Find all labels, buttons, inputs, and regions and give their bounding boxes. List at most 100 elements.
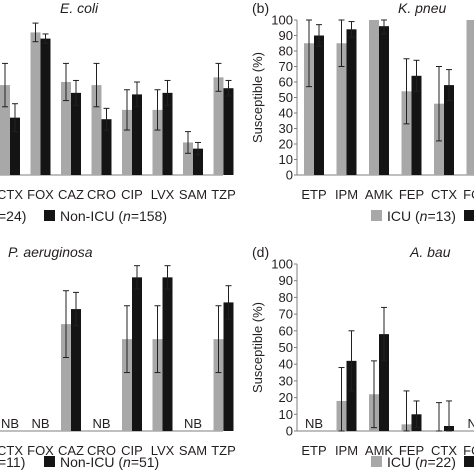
x-tick-label: CRO	[87, 443, 116, 458]
x-tick-label: CAZ	[58, 443, 84, 458]
bar-icu	[61, 82, 71, 175]
y-axis-label: Susceptible (%)	[250, 302, 265, 393]
bar-non-icu	[132, 277, 142, 431]
legend-non-icu-swatch	[464, 456, 474, 467]
nb-label: NB	[31, 416, 49, 431]
bar-icu	[183, 142, 193, 175]
y-tick-label: 40	[279, 357, 293, 372]
x-tick-label: FEP	[399, 187, 424, 202]
y-tick-label: 70	[279, 307, 293, 322]
y-tick-label: 30	[279, 121, 293, 136]
x-tick-label: TZP	[211, 187, 236, 202]
y-tick-label: 20	[279, 137, 293, 152]
y-tick-label: 0	[286, 424, 293, 439]
y-tick-label: 60	[279, 323, 293, 338]
y-tick-label: 30	[279, 373, 293, 388]
bar-non-icu	[132, 94, 142, 175]
y-tick-label: 80	[279, 44, 293, 59]
bar-icu	[369, 20, 379, 175]
y-axis-label: Susceptible (%)	[250, 52, 265, 143]
bar-icu	[213, 339, 224, 431]
legend-non-icu-swatch	[44, 456, 55, 467]
bar-icu	[152, 109, 163, 175]
x-tick-label: SAM	[179, 187, 207, 202]
legend-icu-swatch	[371, 456, 382, 467]
chart-title: P. aeruginosa	[8, 244, 93, 260]
x-tick-label: CTX	[0, 187, 23, 202]
x-tick-label: CTX	[0, 443, 23, 458]
x-tick-label: FOX	[463, 187, 474, 202]
chart-title: A. bau	[409, 244, 451, 260]
legend-icu-label: ICU (n=13)	[387, 208, 456, 224]
chart-title: K. pneu	[398, 0, 446, 16]
x-tick-label: CTX	[431, 443, 457, 458]
x-tick-label: SAM	[179, 443, 207, 458]
bar-non-icu	[10, 117, 20, 175]
bar-non-icu	[411, 75, 422, 175]
panel-label: (d)	[252, 244, 269, 260]
x-tick-label: CAZ	[58, 187, 84, 202]
panel-1: E. coli CTX FOX CAZ CRO CIP LVX SAM TZP =24) Non-I…	[0, 0, 236, 224]
bar-icu	[91, 85, 102, 175]
x-tick-label: ETP	[301, 443, 326, 458]
x-tick-label: IPM	[335, 187, 358, 202]
x-tick-label: CTX	[431, 187, 457, 202]
panel-label: (b)	[252, 0, 269, 16]
y-tick-label: 50	[279, 340, 293, 355]
bar-non-icu	[71, 309, 81, 431]
y-tick-label: 10	[279, 152, 293, 167]
x-tick-label: IPM	[335, 443, 358, 458]
x-tick-label: LVX	[151, 187, 175, 202]
legend-icu-label: =11)	[0, 454, 25, 470]
chart-title: E. coli	[60, 0, 99, 16]
bar-icu	[213, 77, 224, 175]
x-tick-label: CIP	[121, 443, 143, 458]
y-tick-label: 80	[279, 290, 293, 305]
bar-non-icu	[346, 360, 357, 431]
y-tick-label: 20	[279, 390, 293, 405]
bar-icu	[336, 43, 347, 175]
legend-icu-label: =24)	[0, 208, 26, 224]
nb-label: NB	[1, 416, 19, 431]
bar-icu	[152, 339, 163, 431]
x-tick-label: LVX	[151, 443, 175, 458]
nb-label: NB	[184, 416, 202, 431]
bar-icu	[0, 85, 10, 175]
y-tick-label: 0	[286, 168, 293, 183]
bar-non-icu	[379, 26, 389, 176]
bar-non-icu	[162, 92, 173, 175]
bar-icu	[122, 339, 132, 431]
bar-non-icu	[223, 302, 234, 431]
legend-icu-label: ICU (n=22)	[387, 454, 456, 470]
bar-non-icu	[223, 88, 234, 175]
x-tick-label: ETP	[301, 187, 326, 202]
x-tick-label: FOX	[463, 443, 474, 458]
x-tick-label: AMK	[365, 443, 394, 458]
x-tick-label: CIP	[121, 187, 143, 202]
nb-label: NB	[92, 416, 110, 431]
y-tick-label: 90	[279, 273, 293, 288]
x-tick-label: TZP	[211, 443, 236, 458]
panel-3: P. aeruginosa NB CTX NB FOX CAZ NB CRO CIP LVX NB S…	[0, 244, 236, 470]
nb-label: NB	[467, 416, 474, 431]
y-tick-label: 100	[271, 257, 293, 272]
legend-non-icu-label: Non-ICU (n=51)	[60, 454, 159, 470]
bar-non-icu	[314, 35, 324, 175]
bar-non-icu	[40, 38, 51, 175]
bar-icu	[30, 32, 41, 176]
bar-non-icu	[346, 29, 357, 175]
y-tick-label: 70	[279, 59, 293, 74]
legend-icu-swatch	[371, 210, 382, 221]
y-tick-label: 100	[271, 13, 293, 28]
y-tick-label: 90	[279, 28, 293, 43]
bar-icu	[401, 91, 412, 175]
y-tick-label: 60	[279, 75, 293, 90]
x-tick-label: CRO	[87, 187, 116, 202]
x-tick-label: FEP	[399, 443, 424, 458]
y-tick-label: 10	[279, 407, 293, 422]
legend-non-icu-label: Non-ICU (n=158)	[60, 208, 167, 224]
legend-non-icu-swatch	[44, 210, 55, 221]
